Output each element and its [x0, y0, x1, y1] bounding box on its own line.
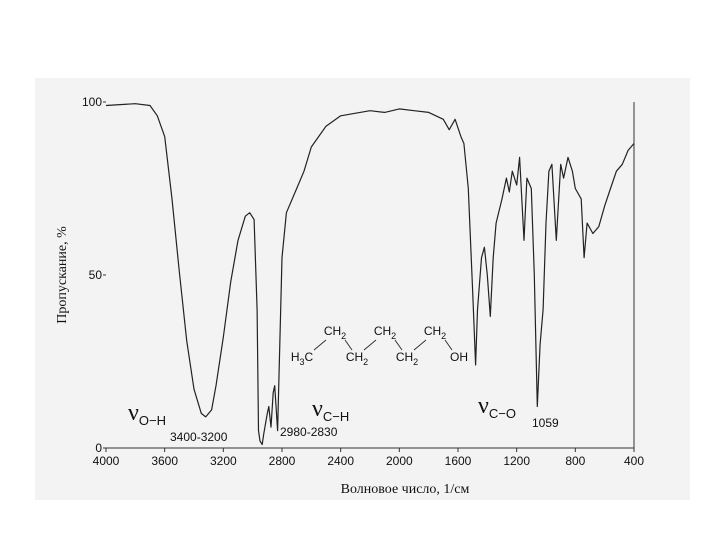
atom-subscript: 2 — [341, 331, 346, 341]
atom-tail: C — [305, 350, 314, 364]
plot-background — [35, 78, 690, 500]
annotation: νC−H — [312, 396, 349, 424]
atom-main: CH — [396, 350, 413, 364]
atom-main: CH — [346, 350, 363, 364]
annotation-symbol: ν — [478, 393, 489, 419]
formula-top-atom: CH2 — [324, 324, 346, 341]
y-tick-label: 50 — [89, 268, 103, 282]
spectrum-line — [105, 103, 635, 446]
formula-top-atom: CH2 — [374, 324, 396, 341]
x-axis-label: Волновое число, 1/см — [341, 482, 470, 497]
atom-main: CH — [324, 324, 341, 338]
x-tick-label: 3200 — [210, 454, 237, 468]
x-tick-label: 2800 — [269, 454, 296, 468]
x-tick-label: 1200 — [503, 454, 530, 468]
x-tick-label: 400 — [624, 454, 644, 468]
formula-bottom-atom: H3C — [291, 350, 314, 367]
formula-top-atom: CH2 — [424, 324, 446, 341]
bond — [394, 339, 403, 351]
atom-subscript: 3 — [299, 357, 304, 367]
y-tick-label: 100 — [82, 95, 102, 109]
bond — [413, 339, 427, 351]
y-axis-label: Пропускание, % — [55, 226, 70, 324]
x-tick-label: 3600 — [151, 454, 178, 468]
x-tick-label: 800 — [565, 454, 585, 468]
formula-bottom-atom: CH2 — [346, 350, 368, 367]
annotation-symbol: ν — [128, 400, 139, 426]
annotation-range: 1059 — [532, 416, 559, 430]
formula-bottom-atom: OH — [450, 350, 468, 364]
annotation-subscript: C−O — [489, 406, 516, 421]
atom-main: CH — [374, 324, 391, 338]
atom-main: CH — [424, 324, 441, 338]
annotation-symbol: ν — [312, 396, 323, 422]
atom-main: H — [291, 350, 300, 364]
x-tick-label: 1600 — [445, 454, 472, 468]
annotation: νC−O — [478, 393, 516, 421]
annotation-subscript: O−H — [139, 413, 166, 428]
atom-subscript: 2 — [391, 331, 396, 341]
atom-subscript: 2 — [441, 331, 446, 341]
atom-subscript: 2 — [363, 357, 368, 367]
x-tick-label: 4000 — [93, 454, 120, 468]
bond — [444, 339, 453, 351]
y-tick-label: 0 — [95, 441, 102, 455]
annotation: νO−H — [128, 400, 166, 428]
annotation-subscript: C−H — [323, 409, 349, 424]
atom-main: OH — [450, 350, 468, 364]
x-tick-label: 2000 — [386, 454, 413, 468]
bond — [344, 339, 353, 351]
bond — [313, 339, 327, 351]
annotation-range: 2980-2830 — [280, 425, 338, 439]
formula-bonds — [313, 339, 453, 351]
bond — [363, 339, 377, 351]
x-tick-label: 2400 — [327, 454, 354, 468]
formula-bottom-atom: CH2 — [396, 350, 418, 367]
atom-subscript: 2 — [413, 357, 418, 367]
annotation-range: 3400-3200 — [170, 430, 228, 444]
